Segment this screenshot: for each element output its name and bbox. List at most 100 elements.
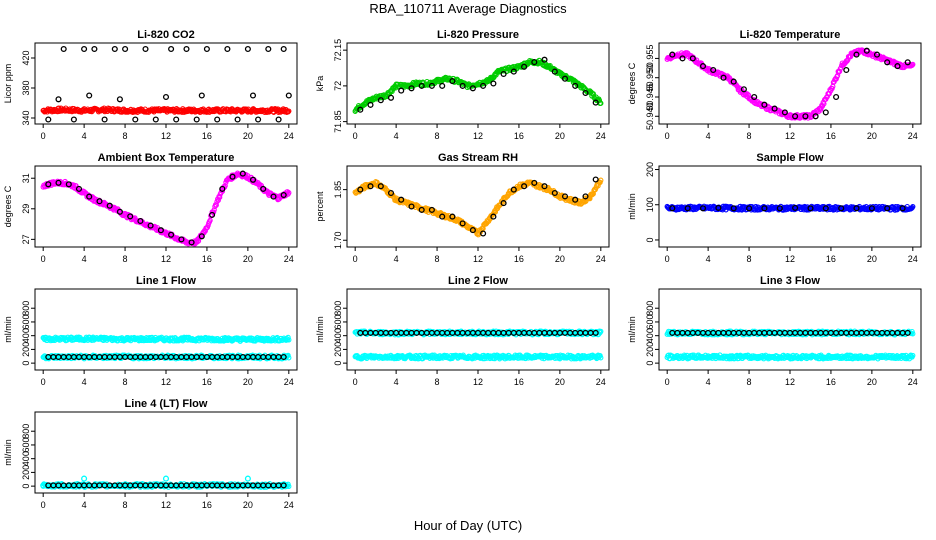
average-point [55,96,62,103]
average-point [367,183,374,190]
average-point [480,82,487,89]
plot-area [352,56,604,114]
data-point [217,194,223,200]
average-point [720,74,727,81]
x-tick-label: 16 [826,377,836,387]
average-point [183,45,190,53]
average-point [751,93,758,101]
x-tick-label: 16 [202,377,212,387]
average-point [740,86,747,93]
average-point [132,116,139,123]
y-axis-label: ml/min [627,193,637,220]
average-point [439,82,446,89]
x-tick-label: 16 [514,254,524,264]
average-point [387,94,395,101]
average-point [173,116,180,123]
y-tick-label: 0 [645,237,655,242]
data-point [389,88,395,95]
data-point [286,355,292,361]
y-tick-label: 72.15 [333,39,343,62]
average-point [776,205,783,212]
average-point [843,66,850,74]
average-point [679,55,686,62]
plot-area [40,45,292,123]
average-point [198,92,205,99]
average-point [449,213,456,220]
average-point [408,85,415,92]
x-tick-label: 20 [867,377,877,387]
average-point [162,93,170,101]
y-tick-label: 340 [21,110,31,125]
average-point [81,45,88,53]
average-point [398,87,405,94]
average-point [853,51,860,58]
average-point [904,329,911,336]
x-tick-label: 24 [284,377,294,387]
average-point [198,233,205,240]
average-point [469,85,476,92]
average-point [260,185,267,192]
average-point [582,89,589,97]
average-point [459,82,466,89]
y-tick-label: 50.950 [645,64,655,92]
x-tick-label: 20 [867,254,877,264]
average-point [500,200,507,207]
y-axis-label: ml/min [315,316,325,343]
data-point [598,100,604,106]
x-tick-label: 8 [747,377,752,387]
panel-title: Ambient Box Temperature [98,152,235,164]
data-point [910,352,916,359]
average-point [116,208,123,215]
average-point [357,186,364,193]
y-tick-label: 400 [645,328,655,343]
x-tick-label: 8 [435,131,440,141]
average-point [86,92,93,99]
average-point [65,181,72,188]
plot-area [40,475,292,490]
data-point [910,203,916,210]
data-point [598,328,604,335]
x-tick-label: 16 [826,254,836,264]
y-tick-label: 420 [21,50,31,65]
y-axis-label: degrees C [627,62,637,104]
average-point [168,231,175,238]
average-point [203,45,210,53]
y-tick-label: 200 [645,342,655,357]
average-point [904,59,911,66]
y-tick-label: 71.85 [333,110,343,133]
y-tick-label: 800 [333,301,343,316]
average-point [822,109,829,116]
x-tick-label: 0 [353,254,358,264]
average-point [884,59,891,66]
average-point [357,106,364,113]
average-point [710,66,717,74]
average-point [746,205,753,212]
average-point [669,205,676,212]
average-point [449,78,456,85]
data-point [285,109,291,115]
average-point [833,93,840,101]
data-point [219,188,226,194]
data-point [286,190,292,196]
x-tick-label: 24 [908,377,918,387]
average-point [807,205,814,212]
average-point [592,329,599,336]
x-tick-label: 4 [394,254,399,264]
x-tick-label: 24 [284,254,294,264]
average-point [521,63,528,70]
average-point [106,202,113,209]
y-tick-label: 800 [645,301,655,316]
average-point [781,109,788,116]
plot-area [352,176,604,238]
average-point [500,70,507,78]
average-point [229,173,236,180]
data-point [286,108,292,114]
average-point [531,59,538,66]
average-point [193,116,200,123]
average-point [838,205,845,212]
panel-title: Line 3 Flow [760,275,820,287]
